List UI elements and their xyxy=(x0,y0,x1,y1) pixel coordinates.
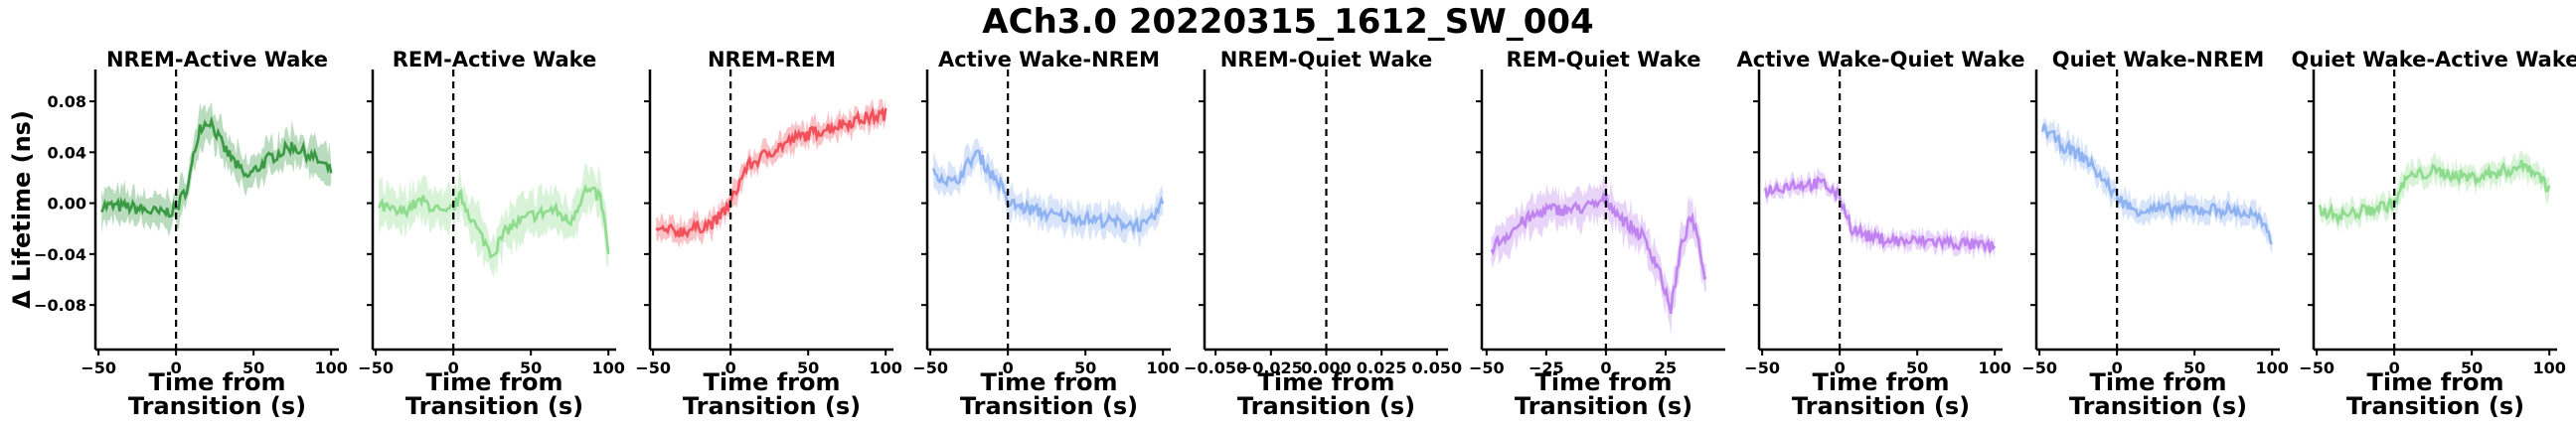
x-tick-label: 0 xyxy=(448,358,459,377)
error-band xyxy=(101,101,332,237)
x-tick-label: 50 xyxy=(520,358,542,377)
x-axis-label: Time from Transition (s) xyxy=(683,368,861,420)
x-tick-label: 100 xyxy=(2532,358,2565,377)
x-axis-label: Time from Transition (s) xyxy=(1237,368,1415,420)
y-tick-label: 0.00 xyxy=(48,195,86,214)
y-tick-label: −0.04 xyxy=(34,245,86,264)
x-tick-label: −50 xyxy=(912,358,948,377)
error-band xyxy=(656,95,886,248)
y-tick-label: 0.08 xyxy=(48,92,86,111)
mean-trace xyxy=(100,115,333,218)
x-tick-label: 25 xyxy=(1655,358,1677,377)
x-axis-label: Time from Transition (s) xyxy=(1515,368,1692,420)
x-tick-label: 0 xyxy=(1003,358,1014,377)
x-tick-label: 100 xyxy=(314,358,347,377)
error-band xyxy=(1491,173,1706,336)
mean-trace xyxy=(377,183,610,259)
x-tick-label: 50 xyxy=(242,358,264,377)
x-tick-label: 50 xyxy=(797,358,819,377)
panel-title: REM-Quiet Wake xyxy=(1507,48,1701,72)
panel: Quiet Wake-Active Wake −50 0 50 100 Time from… xyxy=(2292,48,2576,420)
x-tick-label: −50 xyxy=(2299,358,2334,377)
x-tick-label: −50 xyxy=(2021,358,2057,377)
x-axis-label: Time from Transition (s) xyxy=(405,368,583,420)
panel-title: Active Wake-NREM xyxy=(938,48,1160,72)
panel: NREM-Active Wake −50 0 50 100 0.08 0.04 0.00 −0.… xyxy=(8,48,348,420)
x-axis-label: Time from Transition (s) xyxy=(128,368,306,420)
panel: NREM-REM −50 0 50 100 Time from Transition (s) xyxy=(635,48,902,420)
x-tick-label: −25 xyxy=(1529,358,1564,377)
mean-trace xyxy=(1763,175,1997,254)
mean-trace xyxy=(2318,159,2551,226)
x-tick-label: 50 xyxy=(2461,358,2483,377)
panel: REM-Active Wake −50 0 50 100 Time from Transit… xyxy=(358,48,625,420)
x-tick-label: 0 xyxy=(1835,358,1846,377)
x-tick-label: −0.050 xyxy=(1184,358,1247,377)
figure-title: ACh3.0 20220315_1612_SW_004 xyxy=(982,2,1593,42)
x-tick-label: 0.050 xyxy=(1412,358,1463,377)
mean-trace xyxy=(931,149,1165,235)
x-tick-label: 0 xyxy=(171,358,182,377)
x-tick-label: −50 xyxy=(1744,358,1780,377)
x-tick-label: −50 xyxy=(1469,358,1505,377)
x-tick-label: 50 xyxy=(2183,358,2205,377)
panel-title: Quiet Wake-Active Wake xyxy=(2292,48,2576,72)
error-band xyxy=(933,138,1164,249)
panel-title: NREM-Active Wake xyxy=(106,48,328,72)
panel: Active Wake-NREM −50 0 50 100 Time from Transi… xyxy=(912,48,1180,420)
panel-title: NREM-REM xyxy=(708,48,836,72)
panel-title: NREM-Quiet Wake xyxy=(1220,48,1433,72)
x-tick-label: 50 xyxy=(1074,358,1096,377)
x-tick-label: 0 xyxy=(2389,358,2400,377)
error-band xyxy=(1765,167,1996,261)
x-tick-label: 50 xyxy=(1906,358,1928,377)
x-tick-label: 100 xyxy=(2255,358,2288,377)
x-tick-label: −50 xyxy=(358,358,394,377)
x-tick-label: 100 xyxy=(591,358,624,377)
y-axis-label: Δ Lifetime (ns) xyxy=(8,110,36,309)
x-tick-label: 0 xyxy=(725,358,736,377)
panel: Quiet Wake-NREM −50 0 50 100 Time from Transit… xyxy=(2021,48,2289,420)
panel-title: REM-Active Wake xyxy=(393,48,597,72)
x-tick-label: −50 xyxy=(635,358,671,377)
panel: Active Wake-Quiet Wake −50 0 50 100 Time from… xyxy=(1737,48,2025,420)
x-axis-label: Time from Transition (s) xyxy=(1792,368,1970,420)
x-tick-label: −50 xyxy=(80,358,116,377)
y-tick-label: 0.04 xyxy=(48,143,86,162)
x-tick-label: 0.025 xyxy=(1357,358,1407,377)
error-band xyxy=(379,162,609,279)
mean-trace xyxy=(2040,123,2274,245)
error-band xyxy=(2042,117,2273,254)
x-tick-label: 0.000 xyxy=(1301,358,1352,377)
mean-trace xyxy=(1490,190,1707,315)
error-band xyxy=(2320,149,2550,233)
mean-trace xyxy=(655,106,887,239)
x-tick-label: −0.025 xyxy=(1239,358,1303,377)
x-axis-label: Time from Transition (s) xyxy=(960,368,1138,420)
x-tick-label: 0 xyxy=(1600,358,1611,377)
x-tick-label: 100 xyxy=(869,358,901,377)
y-tick-label: −0.08 xyxy=(34,296,86,315)
x-axis-label: Time from Transition (s) xyxy=(2069,368,2247,420)
x-tick-label: 100 xyxy=(1978,358,2011,377)
x-tick-label: 100 xyxy=(1146,358,1179,377)
panel-title: Quiet Wake-NREM xyxy=(2052,48,2265,72)
x-tick-label: 0 xyxy=(2112,358,2123,377)
x-axis-label: Time from Transition (s) xyxy=(2346,368,2524,420)
panel-title: Active Wake-Quiet Wake xyxy=(1737,48,2025,72)
